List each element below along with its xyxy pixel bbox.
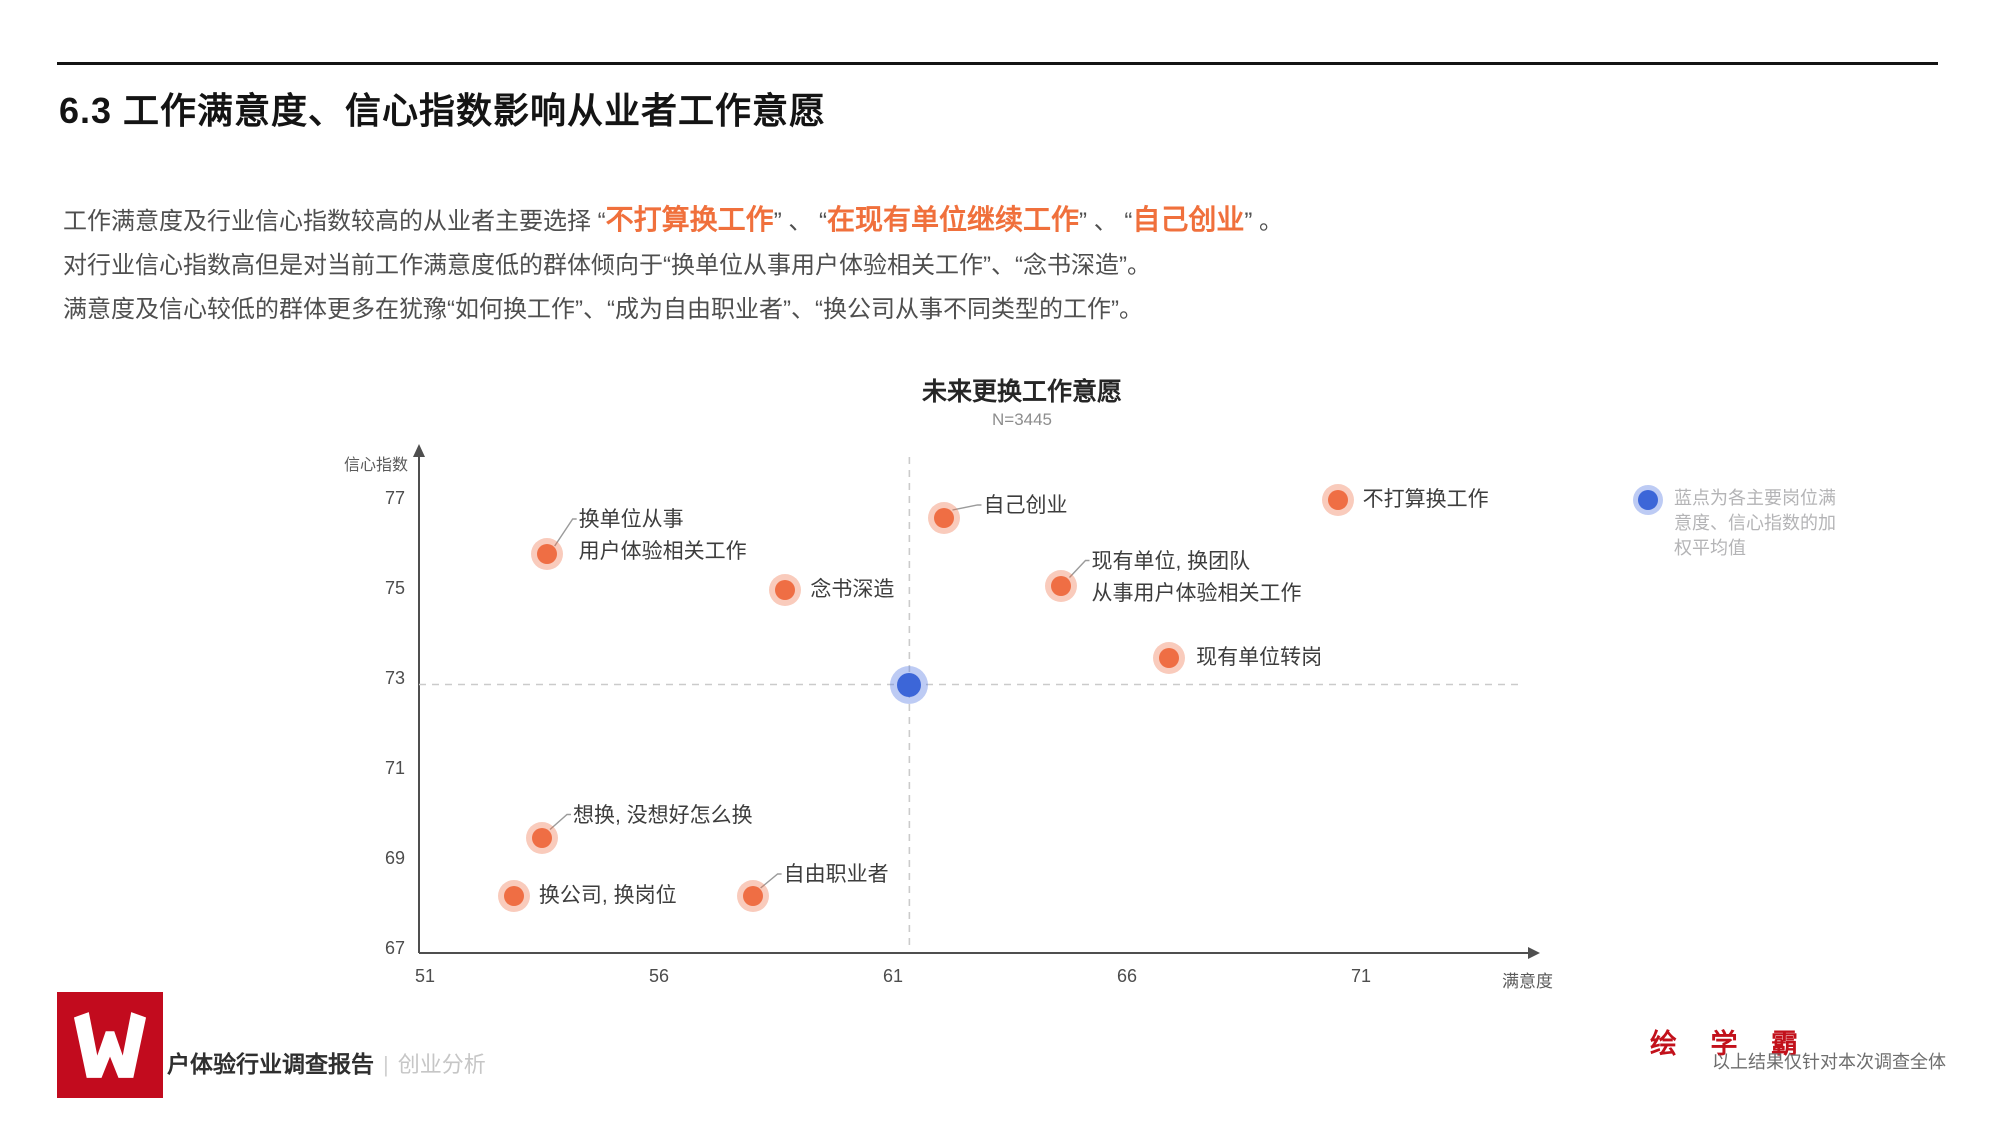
scatter-point-label: 现有单位, 换团队 从事用户体验相关工作 bbox=[1091, 549, 1302, 605]
x-tick-label: 51 bbox=[414, 966, 436, 986]
chart-title: 未来更换工作意愿 bbox=[921, 378, 1122, 406]
label-connector-line bbox=[1068, 559, 1090, 578]
text-segment: ” 。 bbox=[1244, 208, 1284, 235]
intro-line-1: 工作满意度及行业信心指数较高的从业者主要选择 “不打算换工作” 、 “在现有单位… bbox=[63, 198, 1623, 244]
page-title: 6.3 工作满意度、信心指数影响从业者工作意愿 bbox=[59, 90, 827, 131]
x-tick-label: 56 bbox=[648, 966, 670, 986]
label-connector-line bbox=[554, 518, 577, 547]
footer-note: 以上结果仅针对本次调查全体 bbox=[1712, 1052, 1946, 1072]
scatter-point bbox=[775, 580, 796, 600]
scatter-point-label: 不打算换工作 bbox=[1362, 488, 1489, 511]
scatter-point bbox=[742, 886, 763, 906]
scatter-point bbox=[536, 544, 557, 564]
scatter-point bbox=[532, 827, 552, 848]
text-segment: ” 、 “ bbox=[1079, 208, 1133, 235]
scatter-point-label: 自由职业者 bbox=[783, 863, 889, 886]
highlight-stay-current-employer: 在现有单位继续工作 bbox=[827, 204, 1080, 235]
y-tick-label: 69 bbox=[384, 848, 405, 868]
company-logo bbox=[57, 992, 163, 1098]
y-tick-label: 67 bbox=[384, 938, 405, 958]
legend-text: 蓝点为各主要岗位满意度、信心指数的加权平均值 bbox=[1674, 488, 1836, 558]
footer-report-title: 户体验行业调查报告 bbox=[167, 1051, 374, 1077]
legend-average-dot-icon bbox=[1638, 490, 1658, 510]
y-tick-label: 73 bbox=[384, 668, 405, 688]
chart-sample-size: N=3445 bbox=[991, 410, 1053, 429]
label-connector-line bbox=[952, 504, 982, 511]
y-tick-label: 75 bbox=[384, 578, 405, 598]
text-segment: 对行业信心指数高但是对当前工作满意度低的群体倾向于“换单位从事用户体验相关工作”… bbox=[63, 252, 1151, 279]
y-axis-arrow-icon bbox=[413, 444, 425, 457]
brand-watermark: 绘 学 霸 bbox=[1650, 1029, 1812, 1059]
label-connector-line bbox=[549, 813, 571, 831]
footer-separator: | bbox=[383, 1052, 389, 1077]
scatter-point-label: 想换, 没想好怎么换 bbox=[573, 803, 753, 827]
y-tick-label: 77 bbox=[384, 488, 405, 508]
footer-report-line: 户体验行业调查报告 | 创业分析 bbox=[167, 1045, 486, 1079]
y-axis-label: 信心指数 bbox=[343, 457, 408, 474]
label-connector-line bbox=[760, 873, 782, 889]
intro-text-block: 工作满意度及行业信心指数较高的从业者主要选择 “不打算换工作” 、 “在现有单位… bbox=[63, 198, 1623, 332]
y-tick-label: 71 bbox=[384, 758, 405, 778]
x-axis-label: 满意度 bbox=[1502, 972, 1553, 991]
x-tick-label: 71 bbox=[1350, 966, 1372, 986]
text-segment: ” 、 “ bbox=[773, 208, 828, 235]
highlight-no-job-change: 不打算换工作 bbox=[605, 204, 774, 235]
scatter-point bbox=[934, 508, 955, 528]
scatter-point-label: 现有单位转岗 bbox=[1196, 645, 1323, 669]
highlight-start-own-business: 自己创业 bbox=[1132, 204, 1245, 235]
x-tick-label: 61 bbox=[882, 966, 904, 986]
text-segment: 满意度及信心较低的群体更多在犹豫“如何换工作”、“成为自由职业者”、“换公司从事… bbox=[63, 296, 1143, 323]
text-segment: 工作满意度及行业信心指数较高的从业者主要选择 “ bbox=[63, 208, 606, 235]
scatter-point-label: 换公司, 换岗位 bbox=[538, 884, 677, 907]
top-divider bbox=[57, 62, 1938, 65]
footer-section-label: 创业分析 bbox=[397, 1052, 486, 1077]
scatter-point-label: 自己创业 bbox=[983, 494, 1068, 517]
x-tick-label: 66 bbox=[1116, 966, 1138, 986]
intro-line-2: 对行业信心指数高但是对当前工作满意度低的群体倾向于“换单位从事用户体验相关工作”… bbox=[63, 244, 1623, 288]
scatter-point bbox=[1327, 490, 1348, 510]
logo-w-icon bbox=[73, 1012, 147, 1078]
scatter-point-label: 念书深造 bbox=[810, 578, 895, 601]
x-axis-arrow-icon bbox=[1528, 947, 1540, 959]
scatter-point bbox=[503, 886, 524, 906]
average-point bbox=[897, 672, 922, 697]
scatter-point bbox=[1051, 575, 1072, 596]
intro-line-3: 满意度及信心较低的群体更多在犹豫“如何换工作”、“成为自由职业者”、“换公司从事… bbox=[63, 288, 1623, 332]
scatter-point bbox=[1159, 647, 1180, 668]
scatter-point-label: 换单位从事 用户体验相关工作 bbox=[578, 508, 747, 563]
